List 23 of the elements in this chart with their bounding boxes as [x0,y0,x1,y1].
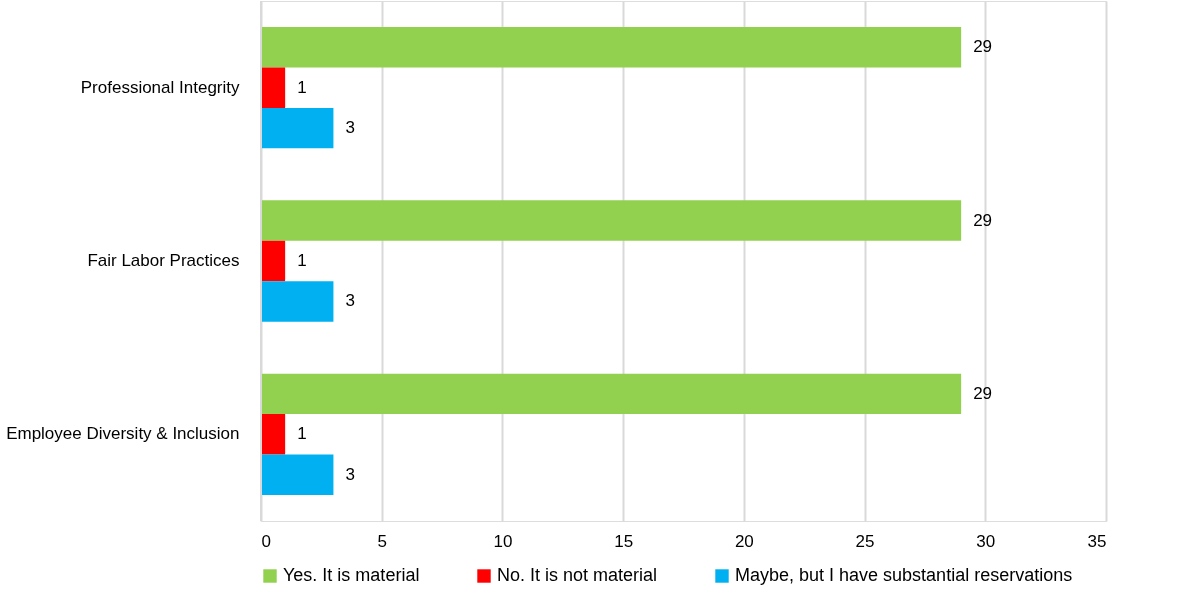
data-label: 3 [345,464,355,484]
data-label: 1 [297,424,307,444]
y-tick-label: Fair Labor Practices [87,251,240,270]
data-label: 29 [973,210,993,230]
data-label: 3 [345,118,355,138]
legend-label: Maybe, but I have substantial reservations [735,565,1073,585]
data-label: 29 [973,37,993,57]
x-tick-label: 15 [614,531,634,551]
legend-label: No. It is not material [497,565,658,585]
x-tick-label: 20 [734,531,754,551]
data-label: 1 [297,251,307,270]
data-label: 1 [297,77,307,97]
x-tick-label: 30 [976,531,996,551]
data-label: 29 [973,383,993,403]
x-tick-label: 35 [1087,531,1107,551]
x-tick-label: 0 [261,531,271,551]
y-tick-label: Professional Integrity [80,77,240,97]
x-tick-label: 10 [493,531,513,551]
x-tick-label: 25 [855,531,875,551]
data-label: 3 [345,291,355,311]
x-tick-label: 5 [377,531,387,551]
legend-label: Yes. It is material [283,565,420,585]
y-tick-label: Employee Diversity & Inclusion [6,424,240,444]
